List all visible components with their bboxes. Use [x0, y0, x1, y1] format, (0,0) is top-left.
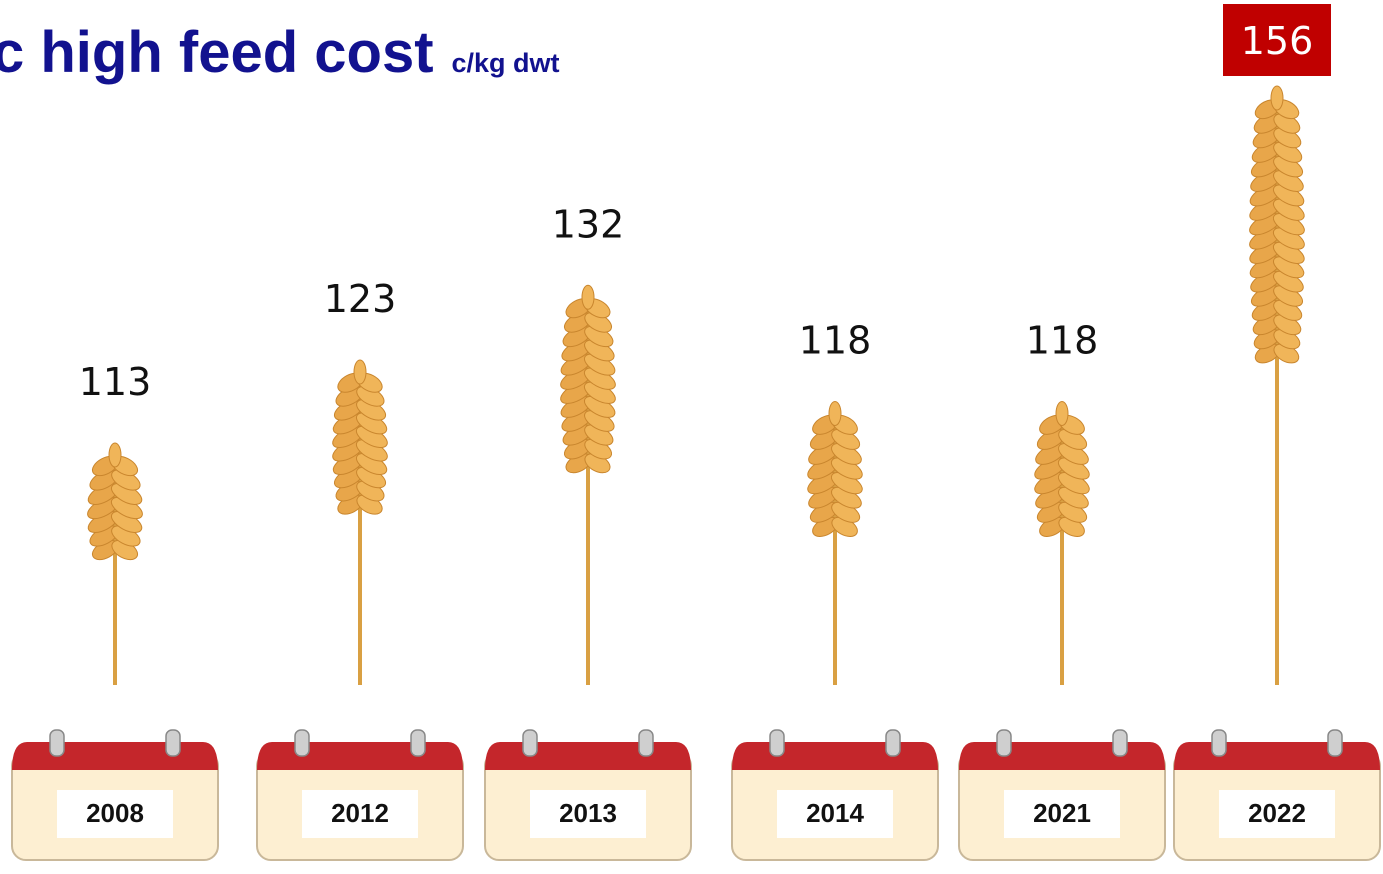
wheat	[84, 443, 145, 685]
calendar-ring	[1328, 730, 1342, 756]
x-tick-label: 2022	[1248, 798, 1306, 828]
grain-tip	[354, 360, 366, 384]
calendar-ring	[166, 730, 180, 756]
calendar: 2008	[12, 730, 218, 860]
grain-tip	[582, 285, 594, 309]
calendar-ring	[639, 730, 653, 756]
calendar: 2013	[485, 730, 691, 860]
calendar-top	[732, 742, 938, 770]
calendar: 2021	[959, 730, 1165, 860]
x-tick-label: 2012	[331, 798, 389, 828]
value-label: 118	[1026, 318, 1099, 362]
value-label: 156	[1241, 19, 1314, 63]
calendar-ring	[770, 730, 784, 756]
wheat	[1031, 401, 1092, 685]
wheat	[557, 285, 618, 685]
calendar-ring	[886, 730, 900, 756]
wheat	[329, 360, 390, 685]
value-label: 118	[799, 318, 872, 362]
calendar-ring	[997, 730, 1011, 756]
calendar: 2022	[1174, 730, 1380, 860]
grain-tip	[109, 443, 121, 467]
grain-tip	[829, 401, 841, 425]
calendar-ring	[523, 730, 537, 756]
chart-subtitle: c/kg dwt	[452, 48, 560, 78]
calendar-ring	[411, 730, 425, 756]
grain-tip	[1271, 86, 1283, 110]
calendar-top	[485, 742, 691, 770]
x-tick-label: 2013	[559, 798, 617, 828]
x-tick-label: 2014	[806, 798, 864, 828]
calendar-top	[12, 742, 218, 770]
x-tick-label: 2008	[86, 798, 144, 828]
calendar-ring	[1212, 730, 1226, 756]
wheat	[1246, 86, 1307, 685]
calendar-ring	[295, 730, 309, 756]
chart-title: c high feed cost	[0, 20, 434, 85]
x-tick-label: 2021	[1033, 798, 1091, 828]
value-label: 123	[324, 277, 397, 321]
calendar-top	[1174, 742, 1380, 770]
calendar-ring	[1113, 730, 1127, 756]
chart: c high feed cost c/kg dwt 113 2008 123 2012…	[0, 0, 1383, 874]
calendar-top	[257, 742, 463, 770]
value-label: 132	[552, 202, 625, 246]
calendar: 2014	[732, 730, 938, 860]
calendar: 2012	[257, 730, 463, 860]
value-label: 113	[79, 360, 152, 404]
wheat	[804, 401, 865, 685]
calendar-ring	[50, 730, 64, 756]
grain-tip	[1056, 401, 1068, 425]
calendar-top	[959, 742, 1165, 770]
